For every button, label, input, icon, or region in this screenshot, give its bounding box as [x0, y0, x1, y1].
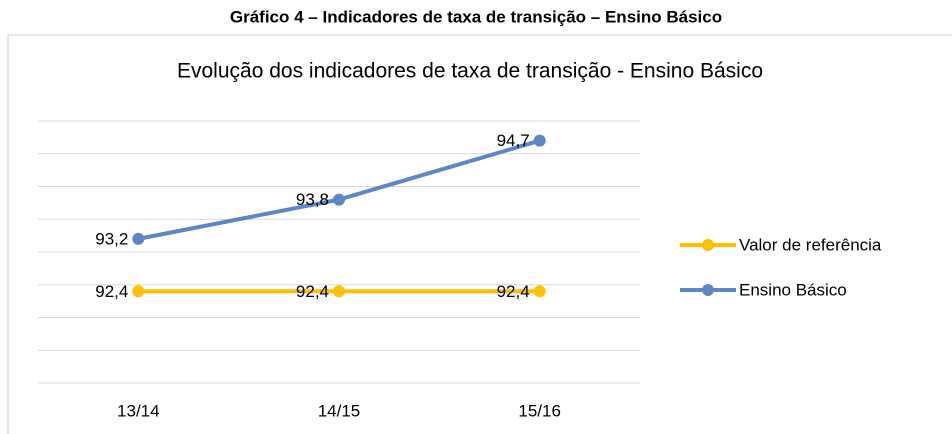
data-label: 92,4 — [95, 282, 128, 301]
chart-frame — [7, 34, 952, 434]
legend-marker — [702, 284, 714, 296]
data-point — [533, 134, 546, 147]
x-tick-label: 13/14 — [117, 401, 160, 420]
chart-title: Evolução dos indicadores de taxa de tran… — [177, 60, 763, 83]
data-point — [533, 285, 546, 298]
data-label: 93,2 — [95, 229, 128, 248]
legend-label: Valor de referência — [739, 235, 882, 254]
data-point — [132, 285, 145, 298]
data-label: 92,4 — [296, 282, 329, 301]
data-label: 94,7 — [497, 131, 530, 150]
x-tick-label: 15/16 — [518, 401, 561, 420]
series-line — [137, 138, 541, 241]
data-point — [333, 193, 345, 206]
legend-marker — [702, 239, 714, 251]
data-label: 93,8 — [296, 190, 329, 209]
data-label: 92,4 — [497, 282, 530, 301]
caption: Gráfico 4 – Indicadores de taxa de trans… — [230, 7, 722, 26]
data-point — [132, 232, 145, 245]
x-tick-label: 14/15 — [318, 401, 361, 420]
legend-label: Ensino Básico — [739, 280, 847, 299]
data-point — [333, 285, 345, 298]
